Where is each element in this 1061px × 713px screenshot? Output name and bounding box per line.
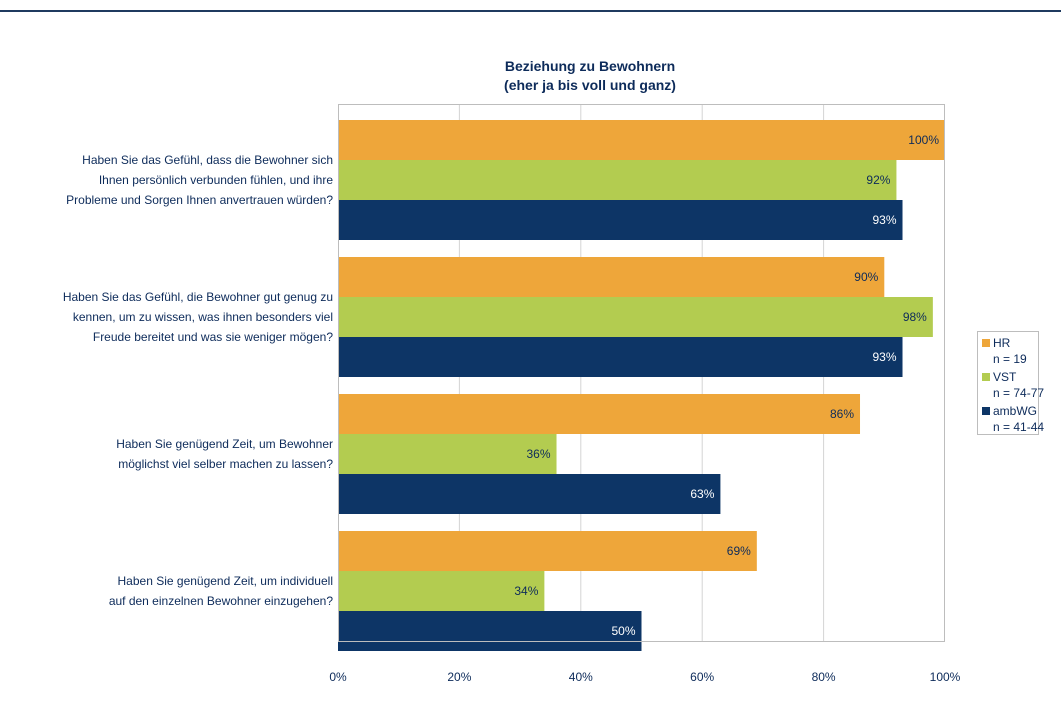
data-label-hr-2: 86% bbox=[830, 407, 854, 421]
category-label-0: Haben Sie das Gefühl, dass die Bewohner … bbox=[66, 153, 333, 207]
bar-hr-1 bbox=[338, 257, 885, 297]
bar-hr-2 bbox=[338, 394, 861, 434]
bar-vst-3 bbox=[338, 571, 545, 611]
legend-swatch-ambwg bbox=[982, 407, 990, 415]
legend-n-hr: n = 19 bbox=[993, 352, 1027, 366]
legend-swatch-vst bbox=[982, 373, 990, 381]
legend-swatch-hr bbox=[982, 339, 990, 347]
category-label-line: auf den einzelnen Bewohner einzugehen? bbox=[109, 594, 334, 608]
bar-hr-3 bbox=[338, 531, 757, 571]
bar-vst-0 bbox=[338, 160, 897, 200]
legend-label-vst: VST bbox=[993, 370, 1017, 384]
category-label-2: Haben Sie genügend Zeit, um Bewohner mögl… bbox=[116, 437, 333, 471]
top-rule bbox=[0, 10, 1061, 12]
bar-vst-1 bbox=[338, 297, 933, 337]
legend-label-hr: HR bbox=[993, 336, 1011, 350]
data-label-ambwg-0: 93% bbox=[872, 213, 896, 227]
category-label-line: Freude bereitet und was sie weniger möge… bbox=[93, 330, 333, 344]
x-tick-label-0: 0% bbox=[329, 670, 347, 684]
data-label-ambwg-2: 63% bbox=[690, 487, 714, 501]
data-label-hr-3: 69% bbox=[727, 544, 751, 558]
legend-n-ambwg: n = 41-44 bbox=[993, 420, 1045, 434]
data-label-hr-0: 100% bbox=[908, 133, 939, 147]
category-label-line: Ihnen persönlich verbunden fühlen, und i… bbox=[99, 173, 333, 187]
data-label-ambwg-3: 50% bbox=[611, 624, 635, 638]
x-tick-label-2: 40% bbox=[569, 670, 593, 684]
category-label-line: Haben Sie das Gefühl, die Bewohner gut g… bbox=[63, 290, 333, 304]
data-label-vst-3: 34% bbox=[514, 584, 538, 598]
legend-label-ambwg: ambWG bbox=[993, 404, 1038, 418]
bar-ambwg-2 bbox=[338, 474, 721, 514]
data-label-hr-1: 90% bbox=[854, 270, 878, 284]
x-tick-label-1: 20% bbox=[447, 670, 471, 684]
data-label-vst-0: 92% bbox=[866, 173, 890, 187]
legend: HR n = 19 VST n = 74-77 ambWG n = 41-44 bbox=[977, 331, 1044, 435]
category-label-line: kennen, um zu wissen, was ihnen besonder… bbox=[73, 310, 333, 324]
x-tick-label-5: 100% bbox=[930, 670, 961, 684]
category-label-line: Probleme und Sorgen Ihnen anvertrauen wü… bbox=[66, 193, 333, 207]
bar-ambwg-1 bbox=[338, 337, 903, 377]
data-label-ambwg-1: 93% bbox=[872, 350, 896, 364]
category-label-line: Haben Sie das Gefühl, dass die Bewohner … bbox=[82, 153, 333, 167]
category-label-line: möglichst viel selber machen zu lassen? bbox=[118, 457, 333, 471]
category-label-line: Haben Sie genügend Zeit, um individuell bbox=[118, 574, 333, 588]
chart-title: Beziehung zu Bewohnern bbox=[504, 58, 676, 74]
plot-area bbox=[338, 104, 945, 642]
x-tick-label-3: 60% bbox=[690, 670, 714, 684]
bar-ambwg-0 bbox=[338, 200, 903, 240]
category-label-3: Haben Sie genügend Zeit, um individuell a… bbox=[109, 574, 334, 608]
data-label-vst-2: 36% bbox=[526, 447, 550, 461]
legend-n-vst: n = 74-77 bbox=[993, 386, 1045, 400]
category-label-1: Haben Sie das Gefühl, die Bewohner gut g… bbox=[63, 290, 334, 344]
bar-ambwg-3 bbox=[338, 611, 642, 651]
x-tick-label-4: 80% bbox=[812, 670, 836, 684]
chart-subtitle: (eher ja bis voll und ganz) bbox=[504, 77, 676, 93]
data-label-vst-1: 98% bbox=[903, 310, 927, 324]
category-label-line: Haben Sie genügend Zeit, um Bewohner bbox=[116, 437, 333, 451]
bar-vst-2 bbox=[338, 434, 557, 474]
bar-hr-0 bbox=[338, 120, 945, 160]
